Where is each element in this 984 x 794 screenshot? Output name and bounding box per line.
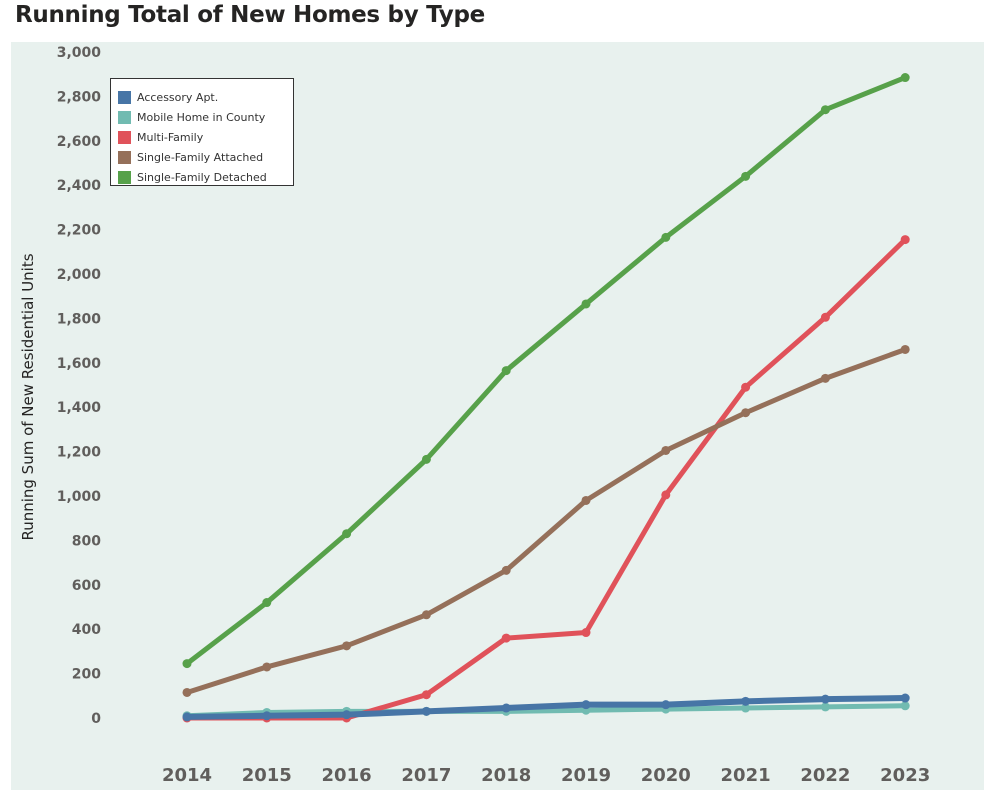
y-tick-label: 600 bbox=[72, 578, 101, 594]
data-point-single-family-attached bbox=[421, 610, 431, 620]
data-point-accessory-apt bbox=[501, 703, 511, 713]
legend: Accessory Apt. Mobile Home in County Mul… bbox=[110, 78, 294, 186]
data-point-single-family-attached bbox=[900, 344, 910, 354]
data-point-accessory-apt bbox=[741, 696, 751, 706]
data-point-accessory-apt bbox=[900, 693, 910, 703]
y-tick-label: 400 bbox=[72, 622, 101, 638]
y-tick-label: 1,600 bbox=[57, 356, 102, 372]
x-tick-label: 2016 bbox=[322, 765, 372, 786]
data-point-single-family-attached bbox=[262, 662, 272, 672]
data-point-single-family-attached bbox=[581, 495, 591, 505]
data-point-single-family-attached bbox=[661, 445, 671, 455]
data-point-accessory-apt bbox=[182, 712, 192, 722]
data-point-single-family-detached bbox=[820, 105, 830, 115]
legend-swatch bbox=[118, 170, 131, 184]
x-tick-label: 2022 bbox=[800, 765, 850, 786]
legend-item: Mobile Home in County bbox=[118, 107, 293, 127]
data-point-single-family-detached bbox=[900, 73, 910, 83]
x-tick-label: 2020 bbox=[641, 765, 691, 786]
x-tick-label: 2021 bbox=[721, 765, 771, 786]
data-point-single-family-detached bbox=[342, 529, 352, 539]
data-point-single-family-detached bbox=[501, 366, 511, 376]
legend-label: Multi-Family bbox=[137, 130, 204, 144]
x-tick-label: 2014 bbox=[162, 765, 212, 786]
legend-label: Mobile Home in County bbox=[137, 110, 266, 124]
y-tick-label: 1,200 bbox=[57, 445, 102, 461]
chart-title: Running Total of New Homes by Type bbox=[15, 2, 485, 28]
data-point-multi-family bbox=[421, 690, 431, 700]
x-tick-label: 2023 bbox=[880, 765, 930, 786]
x-tick-label: 2018 bbox=[481, 765, 531, 786]
legend-item: Single-Family Detached bbox=[118, 167, 293, 187]
series-line-multi-family bbox=[184, 237, 908, 721]
legend-item: Accessory Apt. bbox=[118, 87, 293, 107]
data-point-multi-family bbox=[900, 235, 910, 245]
data-point-mobile-home-in-county bbox=[820, 702, 830, 712]
data-point-single-family-attached bbox=[182, 687, 192, 697]
legend-item: Single-Family Attached bbox=[118, 147, 293, 167]
y-tick-label: 2,800 bbox=[57, 89, 102, 105]
y-tick-label: 2,200 bbox=[57, 223, 102, 239]
x-tick-label: 2015 bbox=[242, 765, 292, 786]
y-tick-label: 1,800 bbox=[57, 311, 102, 327]
y-tick-label: 2,000 bbox=[57, 267, 102, 283]
data-point-single-family-attached bbox=[501, 565, 511, 575]
series-line-mobile-home-in-county bbox=[184, 703, 908, 719]
data-point-accessory-apt bbox=[581, 700, 591, 710]
data-point-mobile-home-in-county bbox=[900, 701, 910, 711]
series-line-accessory-apt bbox=[184, 695, 909, 720]
data-point-accessory-apt bbox=[421, 706, 431, 716]
x-tick-label: 2017 bbox=[401, 765, 451, 786]
y-tick-label: 800 bbox=[72, 533, 101, 549]
legend-swatch bbox=[118, 150, 131, 164]
legend-item: Multi-Family bbox=[118, 127, 293, 147]
legend-swatch bbox=[118, 130, 131, 144]
data-point-single-family-attached bbox=[820, 373, 830, 383]
data-point-accessory-apt bbox=[820, 694, 830, 704]
data-point-accessory-apt bbox=[262, 711, 272, 721]
data-point-single-family-detached bbox=[741, 171, 751, 181]
data-point-single-family-attached bbox=[342, 641, 352, 651]
data-point-multi-family bbox=[661, 490, 671, 500]
series-line-single-family-detached bbox=[184, 75, 908, 667]
y-tick-label: 3,000 bbox=[57, 45, 102, 61]
legend-label: Single-Family Attached bbox=[137, 150, 264, 164]
y-tick-label: 0 bbox=[91, 711, 101, 727]
y-tick-label: 1,000 bbox=[57, 489, 102, 505]
legend-swatch bbox=[118, 110, 131, 124]
y-tick-label: 200 bbox=[72, 667, 101, 683]
legend-label: Accessory Apt. bbox=[137, 90, 219, 104]
data-point-single-family-detached bbox=[182, 659, 192, 669]
data-point-single-family-detached bbox=[421, 454, 431, 464]
legend-swatch bbox=[118, 90, 131, 104]
x-tick-label: 2019 bbox=[561, 765, 611, 786]
y-axis-label: Running Sum of New Residential Units bbox=[19, 253, 37, 541]
data-point-accessory-apt bbox=[342, 710, 352, 720]
series-line-single-family-attached bbox=[184, 346, 908, 695]
data-point-multi-family bbox=[581, 628, 591, 638]
data-point-single-family-detached bbox=[262, 598, 272, 608]
data-point-multi-family bbox=[501, 633, 511, 643]
data-point-multi-family bbox=[820, 312, 830, 322]
data-point-single-family-attached bbox=[741, 408, 751, 418]
data-point-single-family-detached bbox=[661, 232, 671, 242]
data-point-accessory-apt bbox=[661, 700, 671, 710]
y-tick-label: 2,600 bbox=[57, 134, 102, 150]
y-tick-label: 2,400 bbox=[57, 178, 102, 194]
data-point-multi-family bbox=[741, 382, 751, 392]
y-tick-label: 1,400 bbox=[57, 400, 102, 416]
legend-label: Single-Family Detached bbox=[137, 170, 267, 184]
data-point-mobile-home-in-county bbox=[741, 703, 751, 713]
data-point-single-family-detached bbox=[581, 299, 591, 309]
